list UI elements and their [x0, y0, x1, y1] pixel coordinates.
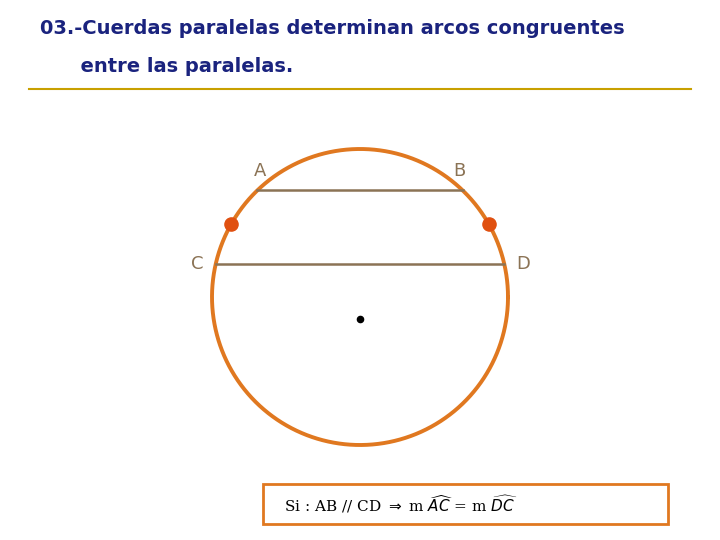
Text: entre las paralelas.: entre las paralelas. — [40, 57, 293, 76]
Text: D: D — [516, 255, 530, 273]
Text: A: A — [254, 162, 266, 180]
Point — [483, 220, 495, 229]
Point — [225, 220, 237, 229]
FancyBboxPatch shape — [264, 484, 668, 524]
Text: C: C — [192, 255, 204, 273]
Text: Si : AB // CD $\Rightarrow$ m $\widehat{AC}$ = m $\widehat{DC}$: Si : AB // CD $\Rightarrow$ m $\widehat{… — [284, 494, 518, 515]
Text: B: B — [454, 162, 466, 180]
Text: 03.-Cuerdas paralelas determinan arcos congruentes: 03.-Cuerdas paralelas determinan arcos c… — [40, 19, 624, 38]
Point — [354, 315, 366, 323]
